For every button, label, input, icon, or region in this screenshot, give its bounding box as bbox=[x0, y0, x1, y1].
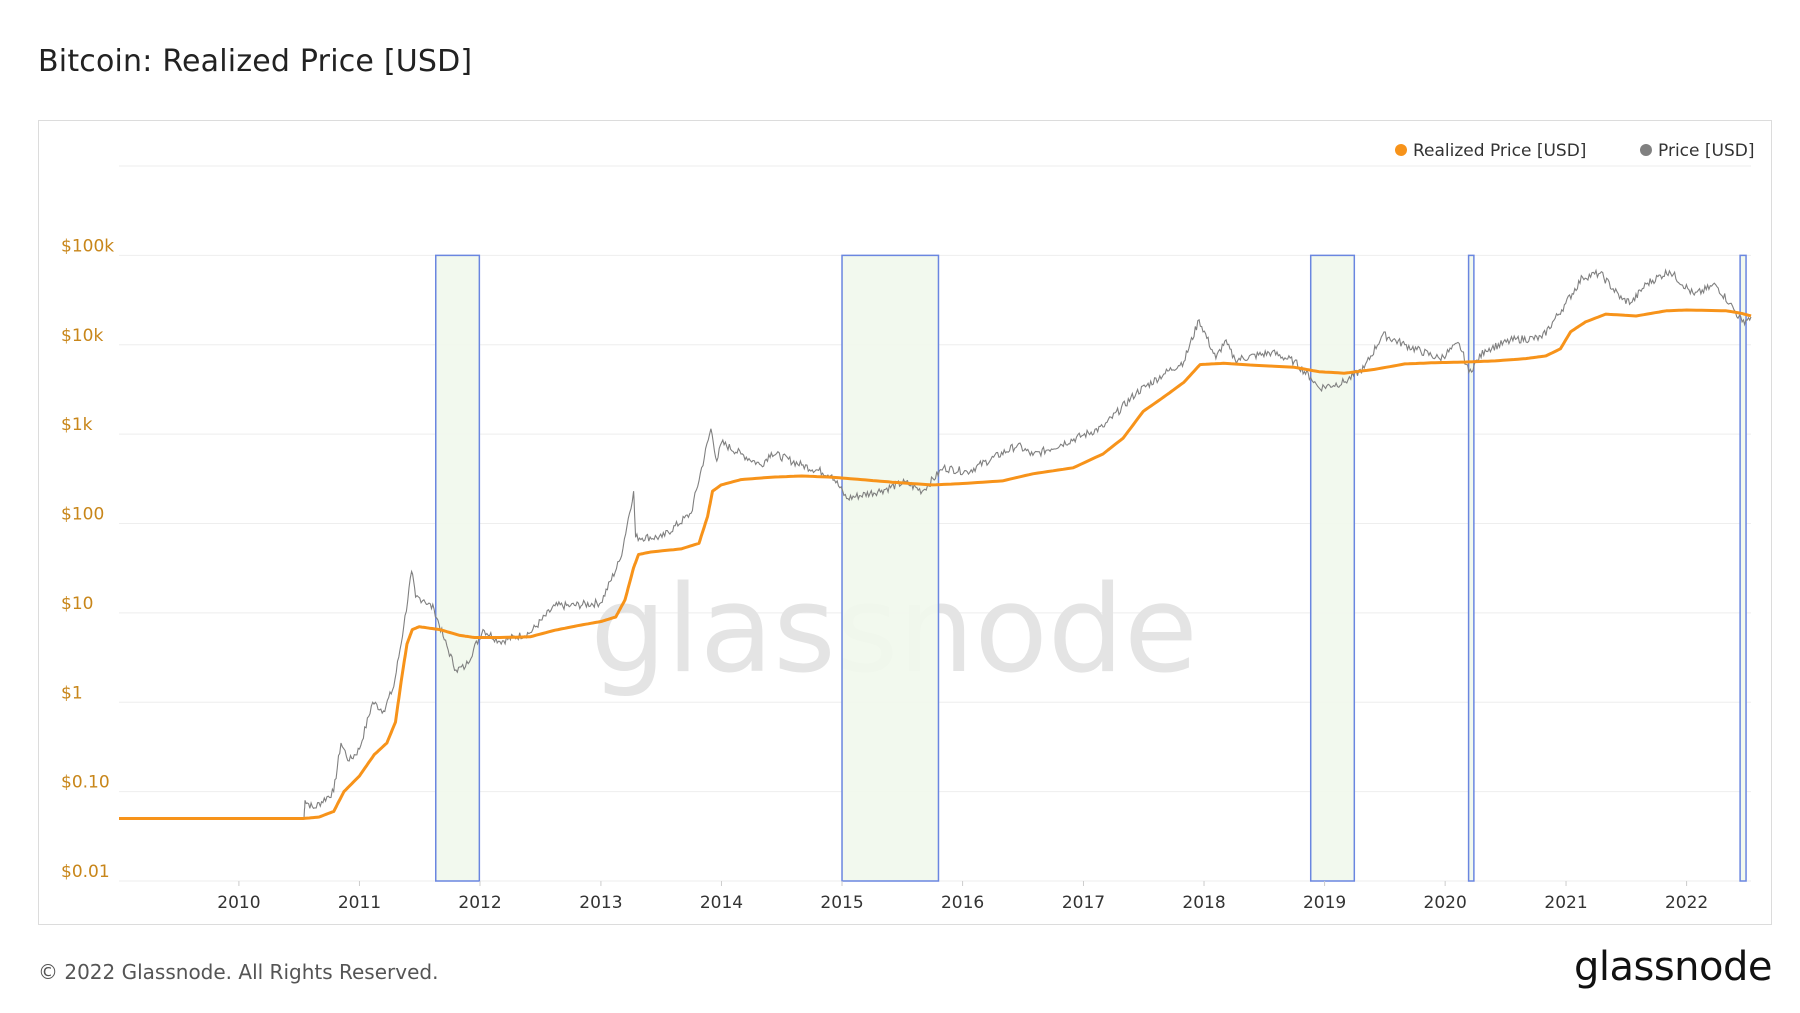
legend: Realized Price [USD] Price [USD] bbox=[1395, 141, 1754, 161]
y-tick-label: $1 bbox=[61, 683, 83, 703]
x-tick-label: 2020 bbox=[1424, 893, 1467, 913]
legend-item-price[interactable]: Price [USD] bbox=[1640, 141, 1754, 161]
x-tick-label: 2019 bbox=[1303, 893, 1346, 913]
glassnode-logo[interactable]: glassnode bbox=[1573, 944, 1773, 990]
x-tick-label: 2016 bbox=[941, 893, 984, 913]
y-tick-label: $10k bbox=[61, 326, 103, 346]
legend-dot-price bbox=[1640, 144, 1652, 156]
x-tick-label: 2012 bbox=[458, 893, 501, 913]
legend-item-realized-price[interactable]: Realized Price [USD] bbox=[1395, 141, 1586, 161]
chart-canvas: glassnode $0.01$0.10$1$10$100$1k$10k$100… bbox=[61, 141, 1754, 913]
x-axis-ticks: 2010 2011 2012 2013 2014 2015 2016 2017 2018 2019… bbox=[217, 881, 1708, 913]
y-tick-label: $0.10 bbox=[61, 773, 110, 793]
legend-dot-realized-price bbox=[1395, 144, 1407, 156]
x-tick-label: 2017 bbox=[1062, 893, 1105, 913]
y-tick-label: $100k bbox=[61, 236, 114, 256]
x-tick-label: 2014 bbox=[700, 893, 743, 913]
x-tick-label: 2010 bbox=[217, 893, 260, 913]
realized-price-series-line bbox=[119, 308, 1752, 820]
highlight-band bbox=[435, 254, 481, 882]
x-tick-label: 2018 bbox=[1182, 893, 1225, 913]
y-tick-label: $100 bbox=[61, 505, 104, 525]
chart-title: Bitcoin: Realized Price [USD] bbox=[38, 44, 473, 79]
x-tick-label: 2021 bbox=[1544, 893, 1587, 913]
x-tick-label: 2022 bbox=[1665, 893, 1708, 913]
highlight-bands bbox=[435, 254, 1747, 882]
x-tick-label: 2013 bbox=[579, 893, 622, 913]
x-tick-label: 2015 bbox=[820, 893, 863, 913]
highlight-band bbox=[841, 254, 940, 882]
x-tick-label: 2011 bbox=[338, 893, 381, 913]
y-tick-label: $1k bbox=[61, 415, 93, 435]
legend-label-realized-price: Realized Price [USD] bbox=[1413, 141, 1586, 161]
series-lines bbox=[119, 268, 1752, 820]
chart-frame: glassnode $0.01$0.10$1$10$100$1k$10k$100… bbox=[38, 120, 1772, 925]
legend-label-price: Price [USD] bbox=[1658, 141, 1754, 161]
price-series-line bbox=[303, 268, 1752, 819]
highlight-band bbox=[1467, 254, 1475, 882]
highlight-band bbox=[1309, 254, 1356, 882]
highlight-band bbox=[1739, 254, 1747, 882]
y-tick-label: $10 bbox=[61, 594, 93, 614]
copyright-text: © 2022 Glassnode. All Rights Reserved. bbox=[38, 960, 439, 984]
y-tick-label: $0.01 bbox=[61, 862, 110, 882]
y-axis-ticks: $0.01 $0.10 $1 $10 $100 $1k $10k $100k bbox=[61, 236, 114, 882]
